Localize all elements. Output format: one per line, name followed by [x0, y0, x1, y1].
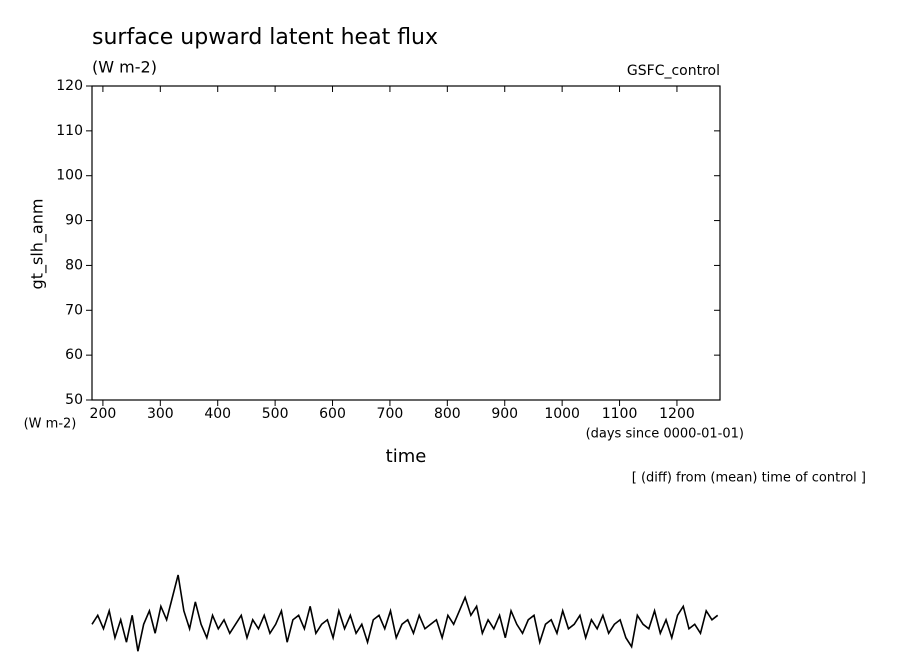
run-label: GSFC_control — [627, 63, 720, 79]
x-tick-label: 700 — [377, 406, 404, 422]
y-tick-label: 70 — [65, 302, 83, 318]
x-tick-label: 900 — [491, 406, 518, 422]
y-tick-label: 110 — [56, 123, 83, 139]
chart-subtitle: (W m-2) — [92, 58, 157, 77]
x-tick-label: 1100 — [602, 406, 638, 422]
y-unit: (W m-2) — [24, 417, 77, 432]
x-tick-label: 1200 — [659, 406, 695, 422]
x-tick-label: 800 — [434, 406, 461, 422]
x-tick-label: 1000 — [544, 406, 580, 422]
y-tick-label: 100 — [56, 168, 83, 184]
data-line — [91, 574, 719, 652]
x-unit: (days since 0000-01-01) — [586, 427, 744, 442]
y-tick-label: 80 — [65, 257, 83, 273]
plot-frame — [91, 85, 721, 401]
annotation: [ (diff) from (mean) time of control ] — [632, 471, 866, 486]
y-tick-label: 90 — [65, 213, 83, 229]
x-tick-label: 300 — [147, 406, 174, 422]
x-tick-label: 400 — [204, 406, 231, 422]
x-tick-label: 600 — [319, 406, 346, 422]
y-tick-label: 50 — [65, 392, 83, 408]
x-axis-label: time — [386, 446, 427, 467]
y-axis-label: gt_slh_anm — [28, 199, 48, 290]
chart-title: surface upward latent heat flux — [92, 25, 438, 50]
x-tick-label: 200 — [90, 406, 117, 422]
x-tick-label: 500 — [262, 406, 289, 422]
y-tick-label: 120 — [56, 78, 83, 94]
y-tick-label: 60 — [65, 347, 83, 363]
